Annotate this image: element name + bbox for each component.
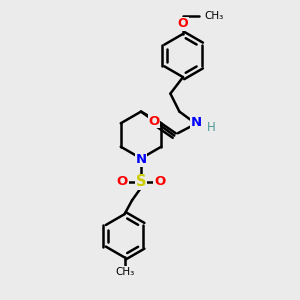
Text: O: O bbox=[178, 17, 188, 31]
Text: O: O bbox=[117, 175, 128, 188]
Text: S: S bbox=[136, 174, 146, 189]
Text: N: N bbox=[135, 153, 147, 167]
Text: N: N bbox=[190, 116, 202, 130]
Text: H: H bbox=[207, 121, 216, 134]
Text: O: O bbox=[148, 115, 160, 128]
Text: CH₃: CH₃ bbox=[205, 11, 224, 22]
Text: CH₃: CH₃ bbox=[115, 267, 134, 277]
Text: O: O bbox=[154, 175, 165, 188]
